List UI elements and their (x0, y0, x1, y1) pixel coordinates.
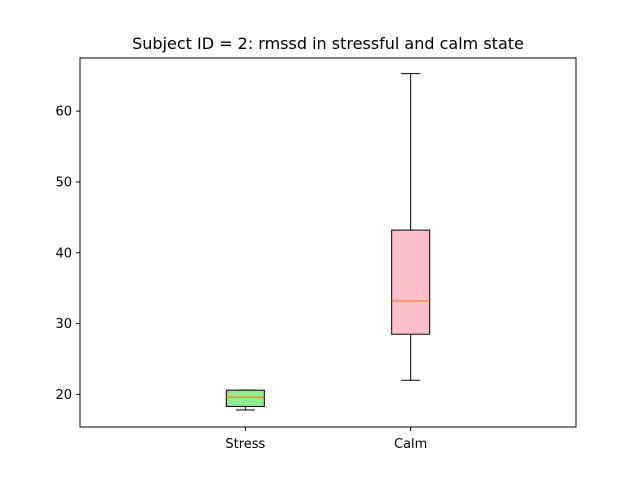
y-tick-label-30: 30 (55, 317, 72, 332)
chart-title: Subject ID = 2: rmssd in stressful and c… (132, 34, 524, 53)
y-tick-label-60: 60 (55, 105, 72, 120)
y-tick-label-40: 40 (55, 246, 72, 261)
y-tick-label-20: 20 (55, 388, 72, 403)
plot-area: 20 30 40 50 60 Stress Calm (55, 73, 431, 452)
x-tick-label-calm: Calm (394, 437, 427, 452)
plot-frame (79, 57, 577, 428)
box-stress (225, 389, 265, 407)
x-tick-label-stress: Stress (225, 437, 265, 452)
box-calm (391, 229, 431, 335)
y-tick-label-50: 50 (55, 175, 72, 190)
